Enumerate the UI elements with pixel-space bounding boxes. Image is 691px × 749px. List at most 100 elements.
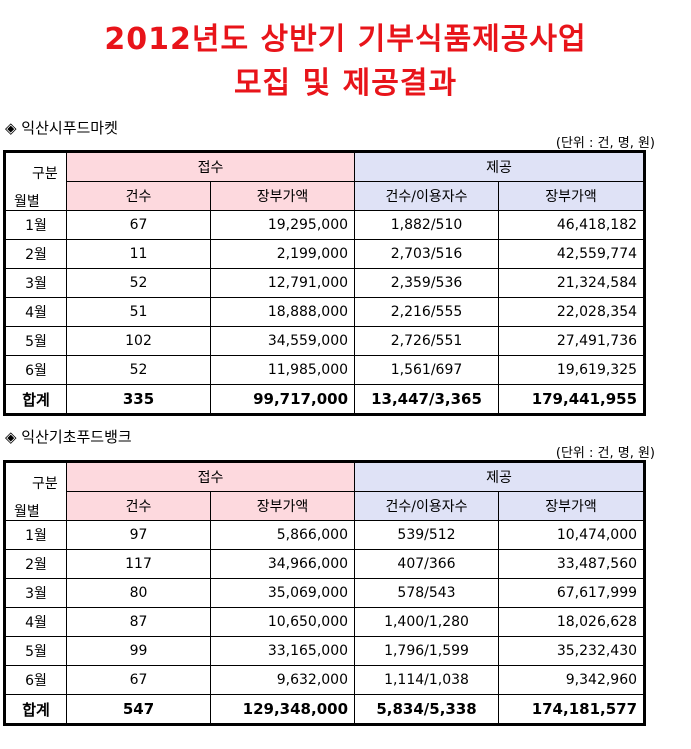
cell-total-rvalue: 129,348,000 [209,694,356,725]
cell-pcount: 1,561/697 [354,355,500,385]
cell-rcount: 102 [66,326,211,356]
cell-pvalue: 67,617,999 [498,578,646,608]
unit-note: (단위 : 건, 명, 원) [555,446,655,461]
cell-pvalue: 42,559,774 [498,239,646,269]
header-receive: 접수 [65,461,356,492]
cell-rcount: 51 [66,297,211,327]
cell-rvalue: 11,985,000 [209,355,356,385]
table-row: 6월 52 11,985,000 1,561/697 19,619,325 [4,355,646,385]
cell-pvalue: 18,026,628 [498,607,646,637]
header-book-value2: 장부가액 [498,491,646,521]
cell-total-rvalue: 99,717,000 [209,384,356,415]
cell-month: 5월 [4,326,67,356]
header-count-users: 건수/이용자수 [354,181,500,211]
cell-rvalue: 33,165,000 [209,636,356,666]
cell-pcount: 2,359/536 [354,268,500,298]
cell-rvalue: 2,199,000 [209,239,356,269]
cell-rcount: 67 [66,665,211,695]
table-row: 1월 67 19,295,000 1,882/510 46,418,182 [4,210,646,240]
cell-rvalue: 5,866,000 [209,520,356,550]
table-row: 2월 117 34,966,000 407/366 33,487,560 [4,549,646,579]
cell-pcount: 1,400/1,280 [354,607,500,637]
header-gubun-top: 구분 [32,166,58,182]
cell-rvalue: 34,559,000 [209,326,356,356]
header-book-value: 장부가액 [209,491,356,521]
cell-pcount: 407/366 [354,549,500,579]
cell-total-pcount: 13,447/3,365 [354,384,500,415]
header-book-value: 장부가액 [209,181,356,211]
cell-total-label: 합계 [4,694,67,725]
cell-pvalue: 46,418,182 [498,210,646,240]
table-foodmarket: 구분 월별 접수 제공 건수 장부가액 건수/이용자수 장부가액 1월 67 1… [3,150,647,416]
cell-rvalue: 34,966,000 [209,549,356,579]
cell-month: 5월 [4,636,67,666]
header-gubun: 구분 월별 [4,151,67,211]
total-row: 합계 547 129,348,000 5,834/5,338 174,181,5… [4,694,646,725]
cell-month: 6월 [4,355,67,385]
cell-pvalue: 33,487,560 [498,549,646,579]
section-title-foodmarket: ◈ 익산시푸드마켓 [5,119,118,137]
header-count: 건수 [66,181,211,211]
cell-rcount: 80 [66,578,211,608]
cell-month: 2월 [4,239,67,269]
cell-pvalue: 21,324,584 [498,268,646,298]
header-count-users: 건수/이용자수 [354,491,500,521]
cell-rvalue: 9,632,000 [209,665,356,695]
cell-month: 1월 [4,520,67,550]
cell-pvalue: 35,232,430 [498,636,646,666]
table-row: 1월 97 5,866,000 539/512 10,474,000 [4,520,646,550]
page-subtitle: 모집 및 제공결과 [233,66,458,101]
header-gubun: 구분 월별 [4,461,67,521]
section-title-foodbank: ◈ 익산기초푸드뱅크 [5,428,132,446]
cell-total-rcount: 335 [66,384,211,415]
cell-total-pcount: 5,834/5,338 [354,694,500,725]
table-foodbank: 구분 월별 접수 제공 건수 장부가액 건수/이용자수 장부가액 1월 97 5… [3,460,647,726]
table-row: 6월 67 9,632,000 1,114/1,038 9,342,960 [4,665,646,695]
header-gubun-bottom: 월별 [14,194,40,210]
cell-total-label: 합계 [4,384,67,415]
cell-rvalue: 12,791,000 [209,268,356,298]
cell-pcount: 1,796/1,599 [354,636,500,666]
cell-pcount: 2,726/551 [354,326,500,356]
cell-month: 4월 [4,297,67,327]
cell-rcount: 67 [66,210,211,240]
table-row: 3월 52 12,791,000 2,359/536 21,324,584 [4,268,646,298]
cell-pvalue: 27,491,736 [498,326,646,356]
cell-pvalue: 9,342,960 [498,665,646,695]
cell-pcount: 1,882/510 [354,210,500,240]
cell-total-pvalue: 179,441,955 [498,384,646,415]
cell-month: 2월 [4,549,67,579]
page-title: 2012년도 상반기 기부식품제공사업 [104,22,587,57]
header-gubun-bottom: 월별 [14,504,40,520]
unit-note: (단위 : 건, 명, 원) [555,136,655,151]
table-row: 5월 102 34,559,000 2,726/551 27,491,736 [4,326,646,356]
cell-pcount: 2,216/555 [354,297,500,327]
table-row: 3월 80 35,069,000 578/543 67,617,999 [4,578,646,608]
cell-rvalue: 18,888,000 [209,297,356,327]
total-row: 합계 335 99,717,000 13,447/3,365 179,441,9… [4,384,646,415]
cell-month: 1월 [4,210,67,240]
header-provide: 제공 [354,151,646,182]
cell-pvalue: 10,474,000 [498,520,646,550]
header-provide: 제공 [354,461,646,492]
cell-pvalue: 22,028,354 [498,297,646,327]
cell-rvalue: 19,295,000 [209,210,356,240]
cell-pcount: 539/512 [354,520,500,550]
header-count: 건수 [66,491,211,521]
cell-pcount: 1,114/1,038 [354,665,500,695]
header-receive: 접수 [65,151,356,182]
cell-rcount: 11 [66,239,211,269]
table-row: 4월 51 18,888,000 2,216/555 22,028,354 [4,297,646,327]
cell-month: 6월 [4,665,67,695]
cell-total-pvalue: 174,181,577 [498,694,646,725]
cell-rcount: 117 [66,549,211,579]
cell-pvalue: 19,619,325 [498,355,646,385]
cell-pcount: 2,703/516 [354,239,500,269]
table-row: 5월 99 33,165,000 1,796/1,599 35,232,430 [4,636,646,666]
cell-rvalue: 10,650,000 [209,607,356,637]
cell-month: 3월 [4,268,67,298]
header-book-value2: 장부가액 [498,181,646,211]
cell-rcount: 87 [66,607,211,637]
cell-rvalue: 35,069,000 [209,578,356,608]
cell-rcount: 52 [66,355,211,385]
